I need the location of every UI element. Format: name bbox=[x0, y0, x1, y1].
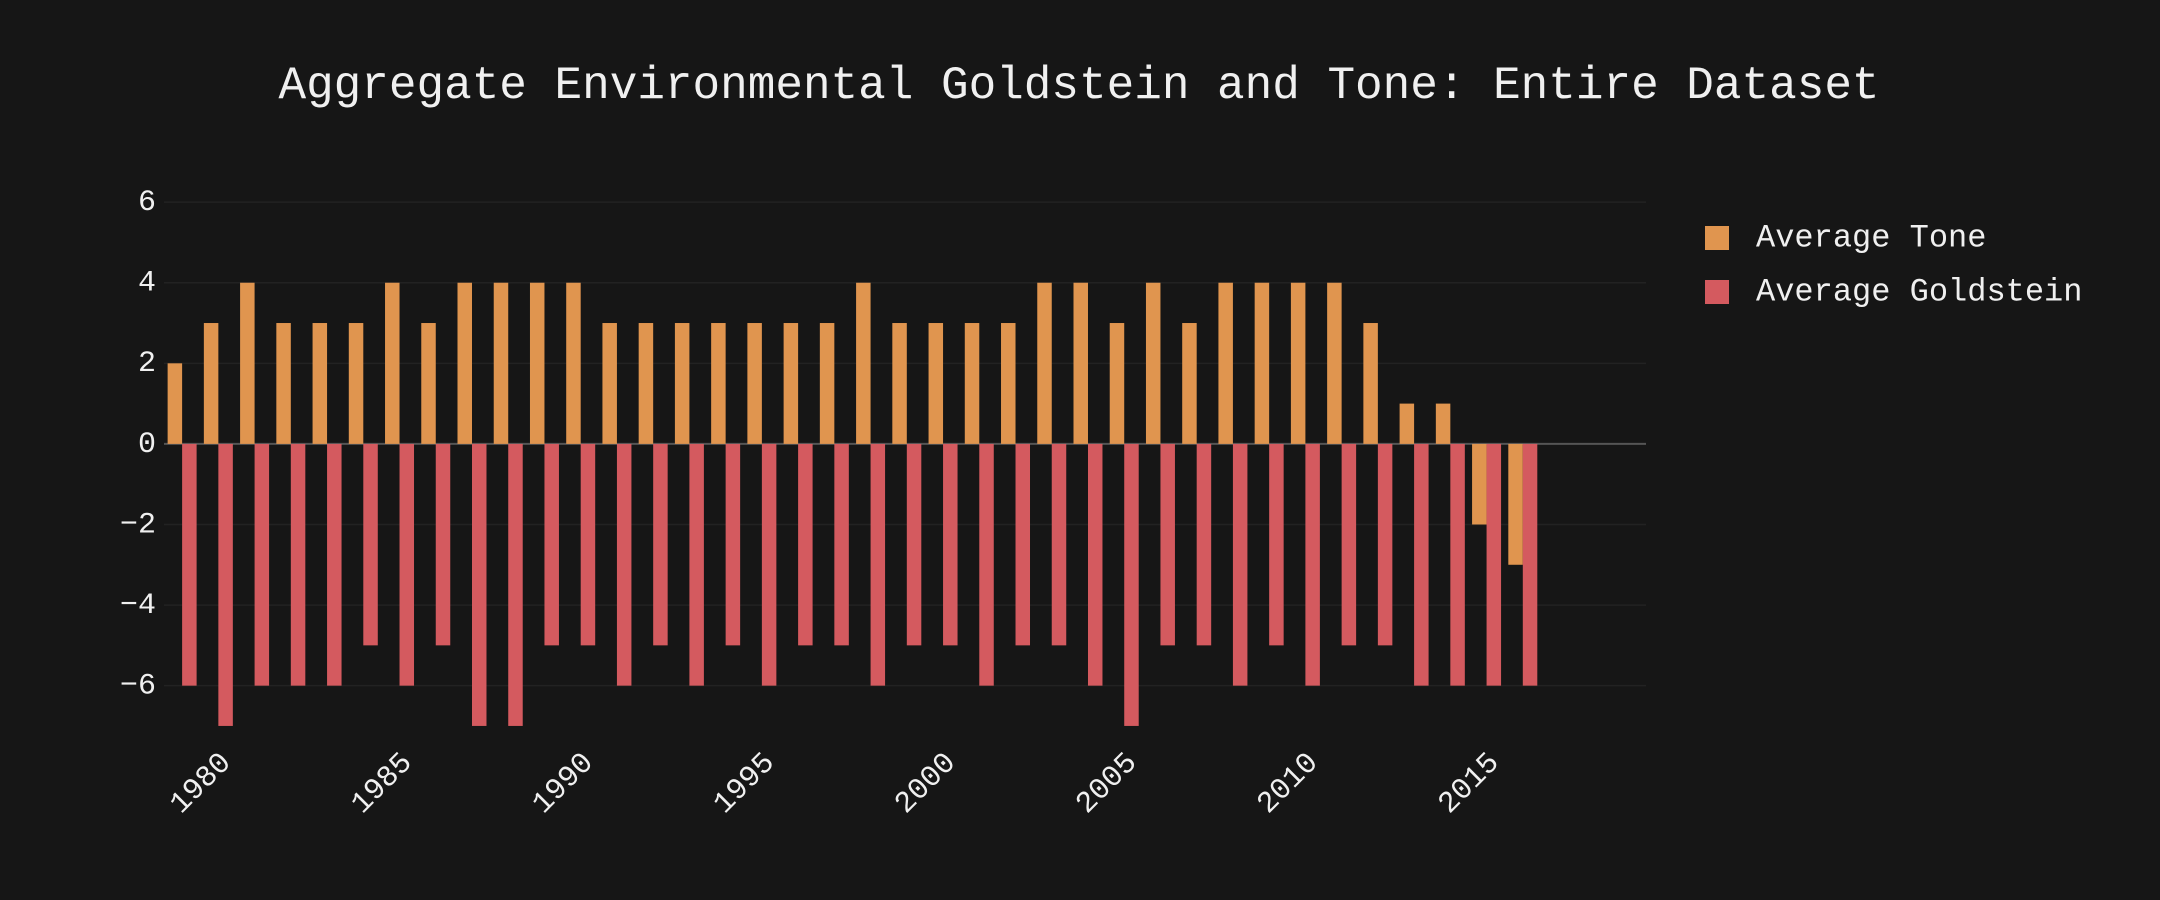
bar bbox=[1160, 443, 1175, 646]
bar bbox=[711, 323, 726, 444]
bar bbox=[964, 323, 980, 444]
y-tick-label: 2 bbox=[138, 347, 156, 381]
bar bbox=[1145, 282, 1161, 444]
bar bbox=[928, 323, 944, 444]
bar bbox=[1290, 282, 1306, 444]
bar bbox=[1399, 403, 1415, 444]
bar bbox=[1124, 443, 1139, 726]
bar bbox=[1377, 443, 1393, 646]
bar bbox=[385, 282, 400, 444]
bar bbox=[1182, 323, 1197, 444]
bar bbox=[870, 443, 886, 686]
bar bbox=[580, 443, 596, 646]
bar bbox=[1327, 282, 1342, 444]
legend-label: Average Goldstein bbox=[1756, 273, 2082, 310]
bar bbox=[906, 443, 922, 646]
y-tick-label: 0 bbox=[138, 428, 156, 462]
bar bbox=[638, 323, 654, 444]
bar bbox=[1232, 443, 1248, 686]
legend-swatch bbox=[1705, 226, 1729, 250]
bar bbox=[834, 443, 849, 646]
bar bbox=[1435, 403, 1451, 444]
bar bbox=[493, 282, 509, 444]
chart-title: Aggregate Environmental Goldstein and To… bbox=[278, 60, 1879, 112]
bar bbox=[1508, 443, 1523, 565]
bar bbox=[1218, 282, 1233, 444]
bar bbox=[399, 443, 415, 686]
bar bbox=[979, 443, 994, 686]
bar bbox=[725, 443, 741, 646]
bar bbox=[1414, 443, 1429, 686]
legend-label: Average Tone bbox=[1756, 219, 1986, 256]
bar bbox=[508, 443, 523, 726]
bar bbox=[689, 443, 704, 686]
bar bbox=[1305, 443, 1320, 686]
bar bbox=[167, 363, 183, 444]
bar bbox=[1486, 443, 1502, 686]
bar bbox=[348, 323, 364, 444]
bar bbox=[1196, 443, 1212, 646]
bar bbox=[616, 443, 632, 686]
y-tick-label: −6 bbox=[120, 670, 156, 704]
bar bbox=[1254, 282, 1270, 444]
bar bbox=[674, 323, 690, 444]
bar bbox=[1472, 443, 1487, 525]
bar bbox=[856, 282, 871, 444]
bar bbox=[892, 323, 907, 444]
bar bbox=[544, 443, 559, 646]
bar bbox=[798, 443, 813, 646]
bar bbox=[761, 443, 777, 686]
bar bbox=[1073, 282, 1088, 444]
bar bbox=[1522, 443, 1538, 686]
bar bbox=[529, 282, 545, 444]
bar bbox=[290, 443, 306, 686]
bar bbox=[1450, 443, 1465, 686]
bar bbox=[1109, 323, 1125, 444]
bar bbox=[312, 323, 328, 444]
y-tick-label: 4 bbox=[138, 267, 156, 301]
bar bbox=[363, 443, 378, 646]
bar bbox=[1001, 323, 1016, 444]
bar bbox=[327, 443, 342, 686]
y-tick-label: −4 bbox=[120, 589, 156, 623]
bar bbox=[1269, 443, 1284, 646]
bar bbox=[240, 282, 255, 444]
bar bbox=[653, 443, 668, 646]
legend-swatch bbox=[1705, 280, 1729, 304]
bar bbox=[1341, 443, 1357, 646]
bar bbox=[471, 443, 487, 726]
bar bbox=[276, 323, 291, 444]
bar bbox=[819, 323, 835, 444]
bar bbox=[1363, 323, 1378, 444]
bar bbox=[1015, 443, 1031, 646]
bar bbox=[435, 443, 451, 646]
y-tick-label: 6 bbox=[138, 186, 156, 220]
bar bbox=[182, 443, 197, 686]
bar bbox=[1051, 443, 1067, 646]
bar bbox=[457, 282, 472, 444]
bar bbox=[421, 323, 436, 444]
bar bbox=[783, 323, 799, 444]
bar bbox=[747, 323, 762, 444]
bar bbox=[218, 443, 233, 726]
bar bbox=[602, 323, 617, 444]
bar bbox=[203, 323, 219, 444]
bar bbox=[943, 443, 958, 646]
bar bbox=[1087, 443, 1103, 686]
y-tick-label: −2 bbox=[120, 508, 156, 542]
bar bbox=[1037, 282, 1052, 444]
bar bbox=[254, 443, 270, 686]
bar bbox=[566, 282, 581, 444]
